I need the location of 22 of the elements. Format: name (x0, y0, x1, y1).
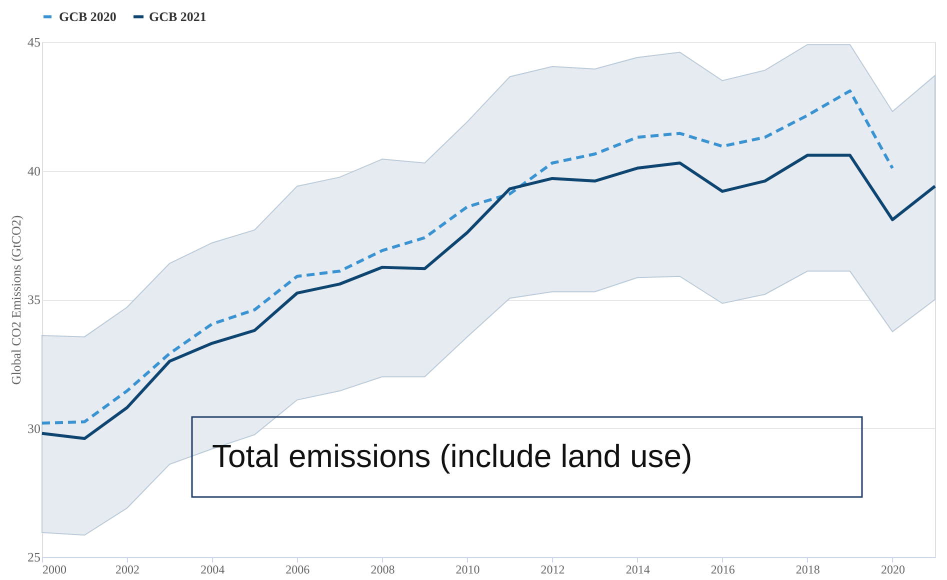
line-series (40, 154, 936, 440)
x-tick-label: 2000 (42, 562, 66, 576)
x-tick-label: 2018 (796, 562, 820, 576)
y-tick-label: 30 (28, 420, 40, 436)
x-tick-label: 2008 (370, 562, 395, 576)
y-axis-title: Global CO2 Emissions (GtCO2) (8, 215, 24, 385)
legend-label: GCB 2020 (59, 8, 116, 24)
y-tick-label: 45 (28, 34, 40, 50)
line-series (40, 89, 894, 425)
x-tick-label: 2020 (880, 562, 905, 576)
legend-label: GCB 2021 (149, 8, 206, 24)
x-tick-label: 2006 (286, 562, 310, 576)
x-tick-label: 2012 (540, 562, 565, 576)
y-tick-label: 40 (28, 163, 40, 178)
x-tick-label: 2004 (200, 562, 225, 576)
y-tick-label: 25 (28, 550, 40, 564)
x-tick-label: 2016 (710, 562, 735, 576)
annotation: Total emissions (include land use) (212, 438, 692, 474)
x-tick-label: 2014 (626, 562, 650, 576)
y-tick-label: 35 (28, 292, 40, 307)
x-tick-label: 2010 (456, 562, 480, 576)
x-tick-label: 2002 (116, 562, 140, 576)
